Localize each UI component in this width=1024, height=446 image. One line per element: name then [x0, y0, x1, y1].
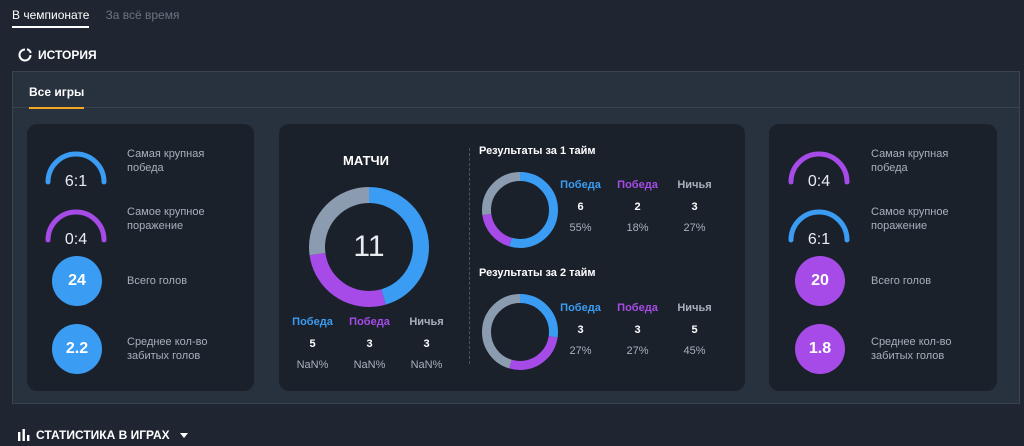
biggest-loss-value: 0:4	[64, 231, 88, 248]
half1-win2-count: 2	[634, 201, 641, 213]
legend-win2-pct: NaN%	[353, 359, 386, 371]
game-stats-title: СТАТИСТИКА В ИГРАХ	[36, 428, 170, 442]
period-tabs: В чемпионате За всё время	[12, 8, 179, 28]
half2-win2-count: 3	[634, 324, 641, 336]
total-goals-circle: 24	[52, 256, 102, 306]
legend-win2-label: Победа	[349, 316, 390, 328]
matches-legend: Победа 5 NaN% Победа 3 NaN% Ничья 3 NaN%	[284, 316, 455, 371]
legend-win1-count: 5	[309, 338, 316, 350]
legend-draw-count: 3	[423, 338, 430, 350]
matches-segment-win2	[309, 187, 429, 307]
avg-goals-label: Среднее кол-во забитых голов	[127, 336, 208, 362]
history-icon	[18, 48, 32, 62]
half2-win2: Победа 3 27%	[609, 302, 666, 357]
half2-win1: Победа 3 27%	[552, 302, 609, 357]
half2-legend: Победа 3 27% Победа 3 27% Ничья 5 45%	[552, 302, 723, 357]
legend-win2: Победа 3 NaN%	[341, 316, 398, 371]
bar-chart-icon	[18, 429, 30, 441]
legend-draw-pct: NaN%	[410, 359, 443, 371]
total-goals-label: Всего голов	[127, 275, 188, 287]
half2-donut	[482, 294, 558, 370]
half2-draw: Ничья 5 45%	[666, 302, 723, 357]
team2-biggest-loss-label: Самое крупное поражение	[871, 206, 949, 232]
half1-win1-label: Победа	[560, 179, 601, 191]
half1-draw-count: 3	[691, 201, 698, 213]
half1-win1-pct: 55%	[569, 222, 592, 234]
half2-win1-label: Победа	[560, 302, 601, 314]
legend-draw: Ничья 3 NaN%	[398, 316, 455, 371]
matches-title: МАТЧИ	[343, 153, 389, 168]
biggest-loss-label: Самое крупное поражение	[127, 206, 205, 232]
tab-all-games[interactable]: Все игры	[29, 85, 85, 109]
half2-segment-win2	[482, 294, 558, 370]
half1-draw-label: Ничья	[677, 179, 712, 191]
half1-win2: Победа 2 18%	[609, 179, 666, 234]
game-stats-header[interactable]: СТАТИСТИКА В ИГРАХ	[18, 428, 188, 442]
legend-win1-label: Победа	[292, 316, 333, 328]
team2-avg-goals-circle: 1.8	[795, 324, 845, 374]
team1-stats-card: 6:1 Самая крупная победа 0:4 Самое крупн…	[27, 124, 254, 391]
half2-win1-pct: 27%	[569, 345, 592, 357]
half2-win2-label: Победа	[617, 302, 658, 314]
half1-donut	[482, 172, 558, 248]
team2-stats-card: 0:4 Самая крупная победа 6:1 Самое крупн…	[769, 124, 997, 391]
half2-draw-pct: 45%	[683, 345, 706, 357]
half1-win1: Победа 6 55%	[552, 179, 609, 234]
team2-total-goals-circle: 20	[795, 256, 845, 306]
tab-championship[interactable]: В чемпионате	[12, 8, 90, 28]
legend-win1: Победа 5 NaN%	[284, 316, 341, 371]
tab-all-time[interactable]: За всё время	[105, 8, 180, 22]
team2-biggest-win-value: 0:4	[807, 173, 831, 190]
legend-win2-count: 3	[366, 338, 373, 350]
half1-segment-draw	[482, 172, 558, 248]
half2-win1-count: 3	[577, 324, 584, 336]
half1-win2-pct: 18%	[626, 222, 649, 234]
biggest-loss-gauge: 0:4	[43, 207, 109, 248]
half2-draw-label: Ничья	[677, 302, 712, 314]
avg-goals-circle: 2.2	[52, 324, 102, 374]
team2-biggest-loss-value: 6:1	[807, 231, 831, 248]
team2-biggest-win-gauge: 0:4	[786, 149, 852, 190]
matches-total: 11	[353, 230, 385, 263]
half1-win1-count: 6	[577, 201, 584, 213]
team2-avg-goals-label: Среднее кол-во забитых голов	[871, 336, 952, 362]
biggest-win-label: Самая крупная победа	[127, 148, 205, 174]
history-title: ИСТОРИЯ	[38, 48, 97, 62]
biggest-win-gauge: 6:1	[43, 149, 109, 190]
legend-win1-pct: NaN%	[296, 359, 329, 371]
half1-win2-label: Победа	[617, 179, 658, 191]
half1-legend: Победа 6 55% Победа 2 18% Ничья 3 27%	[552, 179, 723, 234]
history-header: ИСТОРИЯ	[18, 48, 97, 62]
team2-total-goals-label: Всего голов	[871, 275, 932, 287]
matches-donut	[309, 187, 429, 307]
matches-segment-draw	[309, 187, 429, 307]
half1-title: Результаты за 1 тайм	[479, 145, 596, 157]
panel-tabs: Все игры	[13, 72, 1019, 109]
half2-title: Результаты за 2 тайм	[479, 267, 596, 279]
dashed-divider	[469, 148, 470, 364]
matches-card: МАТЧИ 11 Победа 5 NaN% Победа 3 NaN% Нич…	[279, 124, 745, 391]
legend-draw-label: Ничья	[409, 316, 444, 328]
half1-draw: Ничья 3 27%	[666, 179, 723, 234]
chevron-down-icon[interactable]	[179, 432, 188, 438]
history-panel: Все игры 6:1 Самая крупная победа 0:4 Са…	[12, 71, 1020, 404]
half2-win2-pct: 27%	[626, 345, 649, 357]
team2-biggest-win-label: Самая крупная победа	[871, 148, 949, 174]
half1-draw-pct: 27%	[683, 222, 706, 234]
biggest-win-value: 6:1	[64, 173, 88, 190]
team2-biggest-loss-gauge: 6:1	[786, 207, 852, 248]
half2-segment-draw	[482, 294, 558, 370]
half2-draw-count: 5	[691, 324, 698, 336]
